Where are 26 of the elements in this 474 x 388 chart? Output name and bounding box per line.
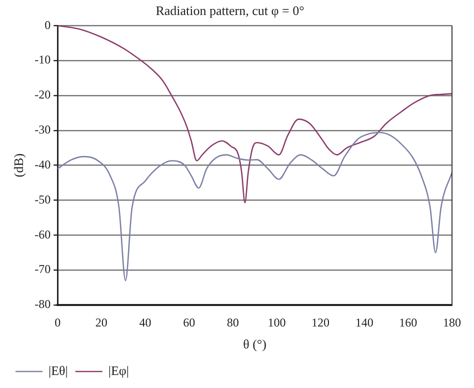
x-tick-label: 160 <box>399 315 418 330</box>
y-tick-label: -70 <box>34 262 51 276</box>
y-tick-label: -60 <box>34 227 51 242</box>
legend-label: |Eθ| <box>48 362 68 378</box>
y-tick-label: -10 <box>34 52 51 67</box>
x-tick-label: 120 <box>312 315 330 330</box>
line-series <box>58 26 452 204</box>
x-tick-label: 180 <box>443 315 461 330</box>
x-tick-label: 80 <box>226 315 239 330</box>
x-tick-label: 60 <box>183 315 196 330</box>
line-series <box>58 132 452 282</box>
y-axis-title: (dB) <box>11 153 26 178</box>
y-tick-label: -50 <box>34 192 51 206</box>
x-tick-label: 40 <box>139 315 152 330</box>
y-tick-label: -30 <box>34 122 51 137</box>
legend-label: |Eφ| <box>108 362 130 378</box>
x-tick-label: 100 <box>268 315 286 330</box>
chart-title: Radiation pattern, cut φ = 0° <box>156 3 304 18</box>
x-tick-label: 140 <box>355 315 374 330</box>
y-tick-label: 0 <box>44 18 51 32</box>
x-axis-title: θ (°) <box>243 336 266 352</box>
x-tick-label: 20 <box>95 315 108 330</box>
y-tick-label: -20 <box>34 88 51 102</box>
y-tick-label: -80 <box>34 297 51 312</box>
y-tick-label: -40 <box>34 157 51 172</box>
x-tick-label: 0 <box>54 315 61 330</box>
